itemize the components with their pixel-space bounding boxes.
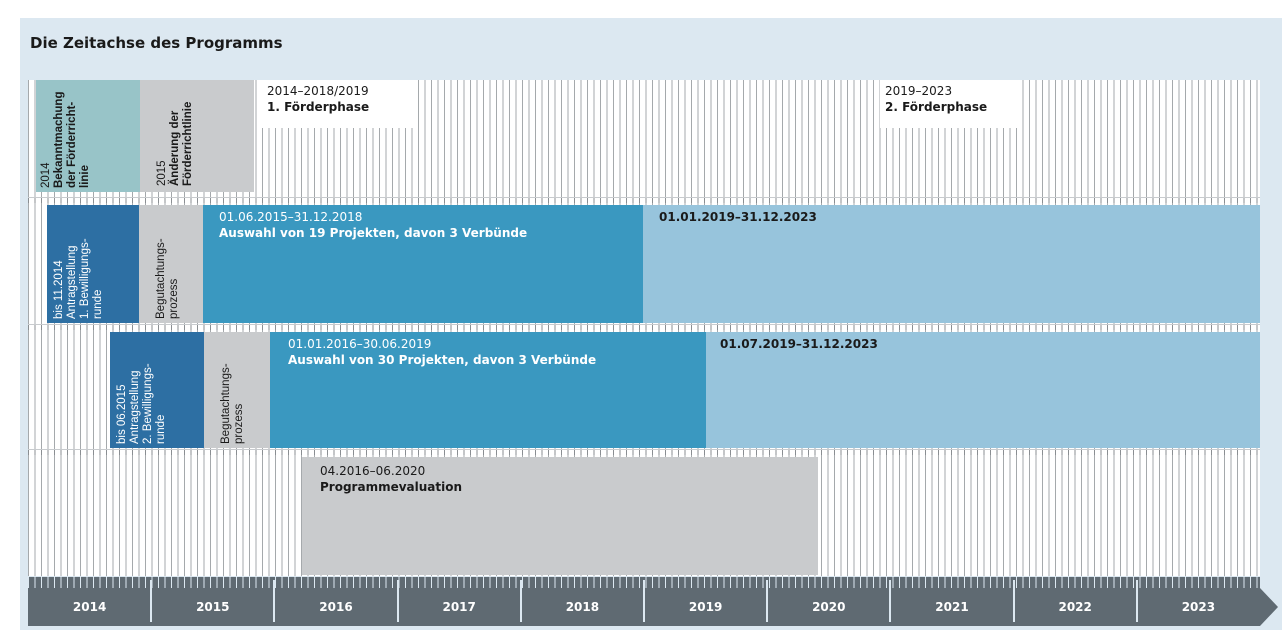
year-label-2014: 2014 xyxy=(72,600,107,614)
phase2-dates: 2019–2023 xyxy=(885,84,953,98)
bekanntmachung-line: 2014 xyxy=(40,162,52,188)
evaluation-text: Programmevaluation xyxy=(320,480,463,494)
year-label-2015: 2015 xyxy=(196,600,230,614)
diagram-title: Die Zeitachse des Programms xyxy=(30,34,283,52)
round2-antrag-line: Antragstellung xyxy=(129,370,141,444)
axis-arrow-icon xyxy=(1260,588,1278,626)
round2-ext-box: 01.07.2019–31.12.2023 xyxy=(706,332,1260,448)
round2-main-dates: 01.01.2016–30.06.2019 xyxy=(288,337,432,351)
round2-begutachtung-box: Begutachtungs- prozess xyxy=(204,332,270,448)
round2-antrag-line: 2. Bewilligungs- xyxy=(142,363,154,444)
phase1-label-area xyxy=(262,80,416,128)
round1-antrag-line: bis 11.2014 xyxy=(53,260,65,319)
phase2-name: 2. Förderphase xyxy=(885,100,988,114)
round1-begutachtung-box: Begutachtungs- prozess xyxy=(139,205,203,323)
row-separator xyxy=(28,197,1260,203)
row-separator xyxy=(28,449,1260,455)
bekanntmachung-line: der Förderricht- xyxy=(66,101,78,188)
round2-main-box: 01.01.2016–30.06.2019 Auswahl von 30 Pro… xyxy=(270,332,706,448)
phase2-label: 2019–2023 2. Förderphase xyxy=(885,83,987,115)
round1-antrag-line: Antragstellung xyxy=(66,245,78,319)
phase1-name: 1. Förderphase xyxy=(267,100,370,114)
year-separator xyxy=(1012,580,1015,622)
year-separator xyxy=(889,580,892,622)
year-label-2018: 2018 xyxy=(565,600,600,614)
year-separator xyxy=(643,580,645,622)
phase1-label: 2014–2018/2019 1. Förderphase xyxy=(267,83,369,115)
round2-antrag-line: runde xyxy=(155,414,167,444)
round1-antrag-line: runde xyxy=(92,289,104,319)
aenderung-line: Änderung der xyxy=(169,110,181,186)
round2-antrag-box: bis 06.2015 Antragstellung 2. Bewilligun… xyxy=(110,332,204,448)
year-label-2017: 2017 xyxy=(442,600,476,614)
year-label-2016: 2016 xyxy=(319,600,353,614)
year-label-2021: 2021 xyxy=(935,600,969,614)
round1-begutachtung-line: Begutachtungs- xyxy=(155,238,167,319)
round2-begutachtung-line: prozess xyxy=(233,403,245,444)
year-separator xyxy=(1135,580,1138,622)
round2-antrag-line: bis 06.2015 xyxy=(116,384,128,444)
round1-begutachtung-line: prozess xyxy=(168,278,180,319)
round2-ext-dates: 01.07.2019–31.12.2023 xyxy=(720,337,878,351)
round1-main-text: Auswahl von 19 Projekten, davon 3 Verbün… xyxy=(219,226,528,240)
bekanntmachung-line: Bekanntmachung xyxy=(53,91,65,189)
round1-ext-box: 01.01.2019–31.12.2023 xyxy=(643,205,1260,323)
round2-main-text: Auswahl von 30 Projekten, davon 3 Verbün… xyxy=(288,353,597,367)
aenderung-box: 2015 Änderung der Förderrichtlinie xyxy=(140,80,254,192)
year-separator xyxy=(273,580,276,622)
phase2-label-area xyxy=(880,80,1020,128)
year-separator xyxy=(150,580,153,622)
evaluation-box: 04.2016–06.2020 Programmevaluation xyxy=(302,457,818,575)
round2-begutachtung-line: Begutachtungs- xyxy=(220,363,232,444)
year-label-2020: 2020 xyxy=(812,600,846,614)
year-label-2023: 2023 xyxy=(1181,600,1216,614)
bekanntmachung-box: 2014 Bekanntmachung der Förderricht- lin… xyxy=(36,80,140,192)
round1-antrag-line: 1. Bewilligungs- xyxy=(79,238,91,319)
bekanntmachung-line: linie xyxy=(79,164,91,188)
round1-main-dates: 01.06.2015–31.12.2018 xyxy=(219,210,363,224)
year-separator xyxy=(519,580,522,622)
aenderung-line: 2015 xyxy=(156,160,168,186)
round1-ext-dates: 01.01.2019–31.12.2023 xyxy=(659,210,817,224)
aenderung-line: Förderrichtlinie xyxy=(182,101,194,186)
row-separator xyxy=(28,324,1260,330)
round1-antrag-box: bis 11.2014 Antragstellung 1. Bewilligun… xyxy=(47,205,139,323)
year-separator xyxy=(766,580,769,622)
year-label-2022: 2022 xyxy=(1058,600,1092,614)
round1-main-box: 01.06.2015–31.12.2018 Auswahl von 19 Pro… xyxy=(203,205,643,323)
year-separator xyxy=(396,580,399,622)
phase1-dates: 2014–2018/2019 xyxy=(267,84,369,98)
year-label-2019: 2019 xyxy=(688,600,723,614)
evaluation-dates: 04.2016–06.2020 xyxy=(320,464,426,478)
